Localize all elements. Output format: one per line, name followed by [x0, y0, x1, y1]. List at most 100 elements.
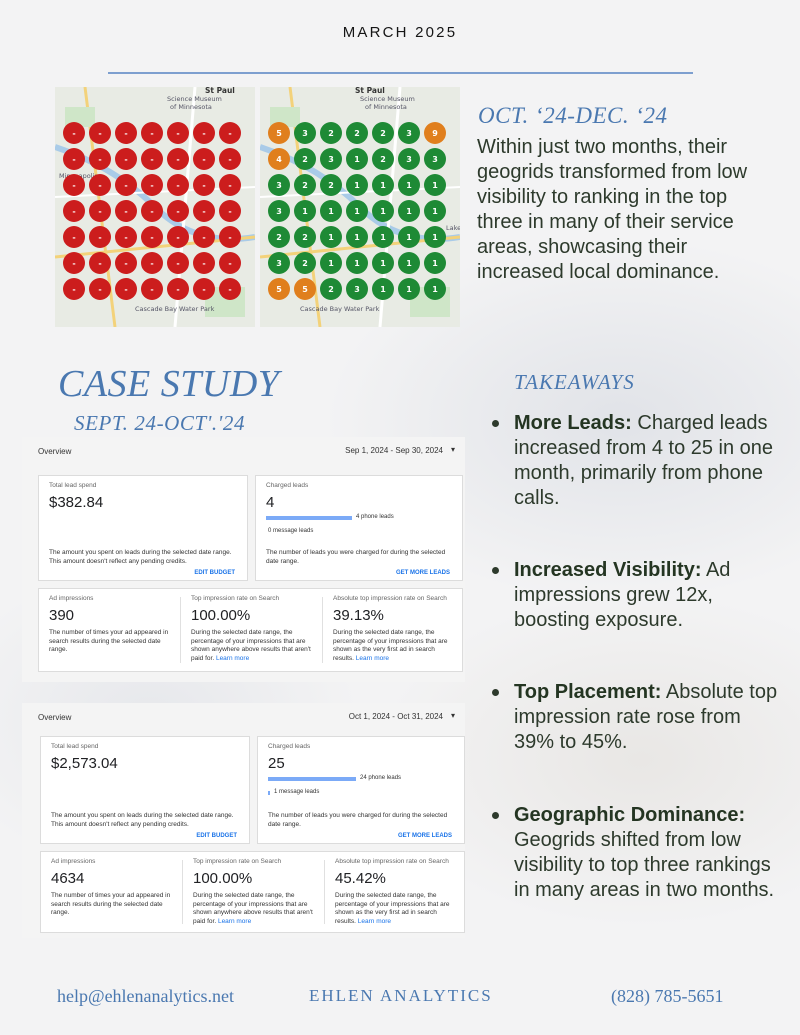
geogrid-point: -	[141, 252, 163, 274]
learn-more-link[interactable]: Learn more	[355, 654, 390, 662]
geogrid-point: 2	[372, 122, 394, 144]
geogrid-point: -	[141, 278, 163, 300]
geogrid-point: -	[115, 278, 137, 300]
geogrid-point: -	[63, 252, 85, 274]
geogrid-point: 3	[268, 200, 290, 222]
learn-more-link[interactable]: Learn more	[215, 654, 250, 662]
abs-top-impression-label: Absolute top impression rate on Search	[335, 858, 449, 865]
geogrid-point: 1	[320, 226, 342, 248]
charged-leads-value: 25	[268, 755, 285, 772]
ads-overview-september: Overview Sep 1, 2024 - Sep 30, 2024 ▾ To…	[22, 437, 465, 682]
footer-email[interactable]: help@ehlenanalytics.net	[57, 986, 235, 1006]
geogrid-point: 1	[294, 200, 316, 222]
top-impression-metric: Top impression rate on Search 100.00% Du…	[183, 852, 323, 932]
divider	[324, 860, 325, 924]
date-range-select[interactable]: Oct 1, 2024 - Oct 31, 2024	[348, 712, 443, 721]
geogrid-point: 5	[294, 278, 316, 300]
geogrid-point: 1	[398, 226, 420, 248]
geogrid-point: 3	[398, 148, 420, 170]
geogrid-point: 1	[398, 252, 420, 274]
geogrid-point: 1	[398, 200, 420, 222]
footer-phone[interactable]: (828) 785-5651	[611, 986, 724, 1006]
geogrid-point: -	[89, 278, 111, 300]
geogrid-point: -	[63, 200, 85, 222]
geogrid-point: -	[89, 148, 111, 170]
takeaway-title: Top Placement:	[514, 681, 662, 703]
edit-budget-link[interactable]: EDIT BUDGET	[194, 570, 235, 576]
top-impression-desc: During the selected date range, the perc…	[191, 629, 311, 662]
impressions-card: Ad impressions 4634 The number of times …	[40, 851, 465, 933]
map-label-museum: Science Museum	[167, 95, 222, 103]
takeaway-item: Increased Visibility: Ad impressions gre…	[492, 558, 782, 633]
geogrid-point: 1	[424, 278, 446, 300]
issue-date: MARCH 2025	[342, 24, 458, 41]
geogrid-point: -	[89, 174, 111, 196]
geogrid-point: -	[89, 226, 111, 248]
top-impression-desc-text: During the selected date range, the perc…	[193, 892, 313, 925]
date-range-select[interactable]: Sep 1, 2024 - Sep 30, 2024	[345, 446, 443, 455]
geogrid-point: 3	[424, 148, 446, 170]
geogrid-point: -	[141, 226, 163, 248]
caret-down-icon[interactable]: ▾	[450, 445, 455, 454]
geogrid-point: -	[193, 174, 215, 196]
takeaway-text: Geogrids shifted from low visibility to …	[514, 829, 775, 901]
geogrid-point: 3	[320, 148, 342, 170]
geogrid-point: 1	[424, 174, 446, 196]
top-impression-value: 100.00%	[193, 870, 253, 887]
geogrid-point: -	[193, 226, 215, 248]
charged-leads-card: Charged leads 4 4 phone leads 0 message …	[255, 475, 463, 581]
lead-spend-desc: The amount you spent on leads during the…	[51, 812, 234, 828]
geogrid-point: 3	[268, 252, 290, 274]
lead-spend-desc: The amount you spent on leads during the…	[49, 549, 232, 565]
period-heading: OCT. ‘24-DEC. ‘24	[478, 103, 668, 128]
geogrid-point: 1	[346, 226, 368, 248]
top-impression-desc: During the selected date range, the perc…	[193, 892, 313, 925]
lead-spend-card: Total lead spend $2,573.04 The amount yo…	[40, 736, 250, 844]
caret-down-icon[interactable]: ▾	[450, 711, 455, 720]
geogrid-point: -	[141, 200, 163, 222]
ad-impressions-metric: Ad impressions 390 The number of times y…	[39, 589, 179, 671]
geogrid-point: -	[63, 122, 85, 144]
bullet-icon	[492, 689, 499, 696]
geogrid-point: -	[63, 226, 85, 248]
ad-impressions-label: Ad impressions	[49, 595, 94, 602]
abs-top-impression-value: 45.42%	[335, 870, 386, 887]
geogrid-point: -	[219, 148, 241, 170]
geogrid-point: 1	[372, 200, 394, 222]
edit-budget-link[interactable]: EDIT BUDGET	[196, 833, 237, 839]
geogrid-point: 9	[424, 122, 446, 144]
geogrid-point: -	[193, 148, 215, 170]
ad-impressions-label: Ad impressions	[51, 858, 96, 865]
ads-overview-october: Overview Oct 1, 2024 - Oct 31, 2024 ▾ To…	[22, 703, 465, 938]
geogrid-point: -	[167, 278, 189, 300]
geogrid-point: -	[219, 122, 241, 144]
message-leads-label: 1 message leads	[274, 789, 320, 795]
learn-more-link[interactable]: Learn more	[217, 917, 252, 925]
bullet-icon	[492, 812, 499, 819]
divider	[182, 860, 183, 924]
get-more-leads-link[interactable]: GET MORE LEADS	[397, 833, 452, 839]
phone-leads-bar	[266, 516, 352, 520]
charged-leads-desc: The number of leads you were charged for…	[268, 812, 448, 828]
geogrid-point: -	[167, 174, 189, 196]
geogrid-point: -	[63, 278, 85, 300]
geogrid-point: 3	[398, 122, 420, 144]
get-more-leads-link[interactable]: GET MORE LEADS	[395, 570, 450, 576]
bullet-icon	[492, 420, 499, 427]
lead-spend-label: Total lead spend	[51, 743, 99, 750]
geogrid-point: 2	[294, 252, 316, 274]
geogrid-point: 1	[346, 252, 368, 274]
learn-more-link[interactable]: Learn more	[357, 917, 392, 925]
geogrid-point: -	[193, 252, 215, 274]
top-impression-desc-text: During the selected date range, the perc…	[191, 629, 311, 662]
geogrid-point: -	[193, 200, 215, 222]
abs-top-impression-desc-text: During the selected date range, the perc…	[335, 892, 450, 925]
geogrid-point: 1	[398, 174, 420, 196]
ad-impressions-desc: The number of times your ad appeared in …	[51, 892, 171, 916]
geogrid-point: -	[141, 174, 163, 196]
geogrid-point: -	[63, 174, 85, 196]
overview-bar: Overview Oct 1, 2024 - Oct 31, 2024 ▾	[38, 711, 457, 725]
lead-spend-card: Total lead spend $382.84 The amount you …	[38, 475, 248, 581]
takeaway-item: Geographic Dominance: Geogrids shifted f…	[492, 803, 782, 903]
geogrid-point: 1	[372, 174, 394, 196]
